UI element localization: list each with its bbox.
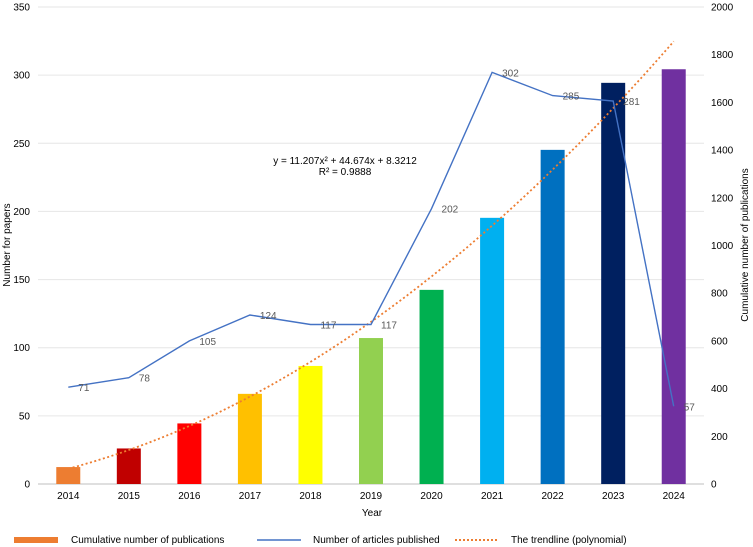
y-right-tick-label: 0	[711, 480, 717, 491]
data-label-2024: 57	[684, 402, 696, 413]
y-right-tick-label: 1800	[711, 50, 734, 61]
y-left-tick-label: 50	[19, 411, 31, 422]
y-left-tick-label: 350	[13, 3, 30, 14]
bar-2024	[661, 69, 686, 484]
line-series-articles	[68, 71, 675, 407]
y-left-tick-label: 100	[13, 343, 30, 354]
data-label-2022: 285	[563, 92, 580, 103]
data-labels: 71 78 105 124 117 117 202 302 285 281 57	[78, 68, 695, 413]
data-label-2017: 124	[260, 311, 277, 322]
y-right-tick-label: 200	[711, 432, 728, 443]
y-right-tick-label: 1000	[711, 241, 734, 252]
bar-2022	[540, 149, 565, 484]
data-label-2023: 281	[623, 97, 640, 108]
y-left-tick-label: 0	[24, 480, 30, 491]
trendline-series	[68, 40, 675, 470]
y-right-tick-label: 2000	[711, 3, 734, 14]
bar-2019	[359, 338, 383, 484]
y-right-tick-label: 800	[711, 289, 728, 300]
x-tick-label: 2022	[542, 491, 565, 502]
x-tick-label: 2017	[239, 491, 262, 502]
data-label-2014: 71	[78, 383, 90, 394]
x-tick-label: 2023	[602, 491, 625, 502]
y-left-tick-label: 250	[13, 139, 30, 150]
y-left-tick-label: 200	[13, 207, 30, 218]
y-axis-right-title: Cumulative number of publications	[740, 168, 751, 321]
x-tick-label: 2021	[481, 491, 504, 502]
bar-2015	[116, 448, 141, 484]
data-label-2019: 117	[381, 321, 397, 332]
legend-label-cumulative: Cumulative number of publications	[71, 535, 224, 546]
x-tick-label: 2015	[118, 491, 141, 502]
y-right-tick-label: 1400	[711, 146, 734, 157]
x-tick-label: 2019	[360, 491, 383, 502]
x-tick-label: 2018	[299, 491, 322, 502]
y-axis-left-title: Number for papers	[2, 203, 13, 286]
x-tick-label: 2024	[663, 491, 686, 502]
legend-label-trendline: The trendline (polynomial)	[511, 535, 627, 546]
bar-2018	[298, 365, 323, 484]
bar-2014	[56, 467, 81, 484]
trendline	[68, 40, 675, 470]
y-right-tick-label: 600	[711, 336, 728, 347]
y-right-tick-label: 400	[711, 384, 728, 395]
bar-2023	[601, 82, 626, 484]
data-label-2021: 302	[502, 68, 519, 79]
bar-2021	[480, 217, 505, 485]
data-label-2020: 202	[442, 205, 459, 216]
y-left-tick-label: 300	[13, 71, 30, 82]
articles-line	[68, 71, 675, 407]
data-label-2016: 105	[199, 337, 216, 348]
legend: Cumulative number of publications Number…	[14, 535, 627, 546]
y-right-tick-label: 1600	[711, 98, 734, 109]
y-left-tick-label: 150	[13, 275, 30, 286]
bar-2016	[177, 423, 202, 484]
x-tick-label: 2020	[420, 491, 443, 502]
bar-2020	[419, 289, 444, 484]
data-label-2015: 78	[139, 374, 151, 385]
axes: 0 50 100 150 200 250 300 350 0 200 400 600 800 1000 12…	[13, 3, 733, 503]
x-tick-label: 2016	[178, 491, 201, 502]
annotation-r-squared: R² = 0.9888	[319, 167, 372, 178]
legend-label-articles: Number of articles published	[313, 535, 440, 546]
bar-series-cumulative	[56, 69, 686, 485]
annotation-equation: y = 11.207x² + 44.674x + 8.3212	[273, 156, 417, 167]
x-tick-label: 2014	[57, 491, 80, 502]
data-label-2018: 117	[320, 321, 336, 332]
x-axis-title: Year	[362, 508, 383, 519]
bar-2017	[237, 393, 262, 484]
legend-swatch-cumulative	[14, 537, 58, 543]
y-right-tick-label: 1200	[711, 193, 734, 204]
